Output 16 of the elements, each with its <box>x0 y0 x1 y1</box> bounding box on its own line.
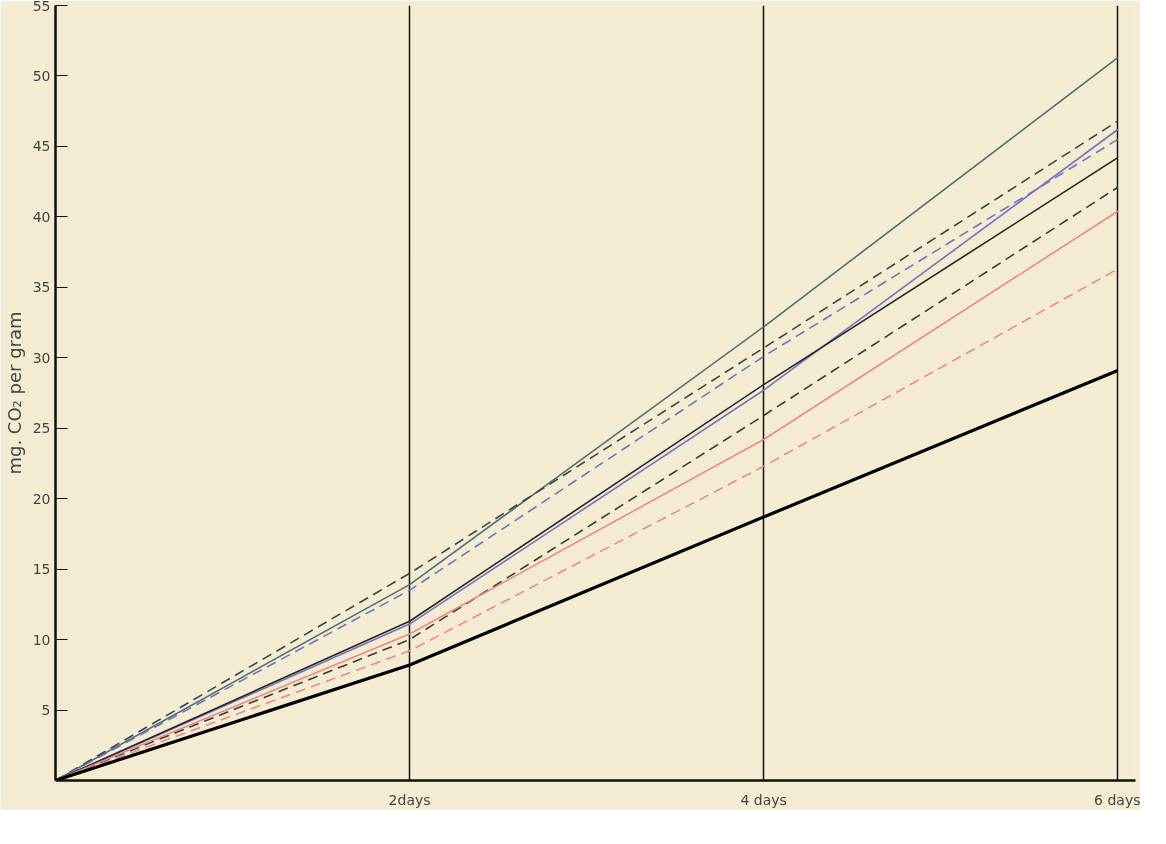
y-tick-label: 20 <box>32 490 51 507</box>
y-tick-label: 30 <box>32 349 51 366</box>
x-tick-label: 6 days <box>1094 791 1141 808</box>
y-tick-label: 45 <box>32 138 51 155</box>
y-tick-label: 10 <box>32 631 51 648</box>
y-tick-label: 15 <box>32 561 51 578</box>
y-tick-label: 50 <box>32 67 51 84</box>
x-tick-label: 2days <box>388 791 431 808</box>
y-tick-label: 40 <box>32 208 51 225</box>
line-series <box>55 368 1120 781</box>
y-tick-label: 35 <box>32 279 51 296</box>
y-tick-label: 55 <box>32 0 51 14</box>
y-tick-label: 25 <box>32 420 51 437</box>
y-axis-title: mg. CO₂ per gram <box>3 311 25 475</box>
x-tick-label: 4 days <box>740 791 787 808</box>
y-tick-label: 5 <box>41 702 51 719</box>
